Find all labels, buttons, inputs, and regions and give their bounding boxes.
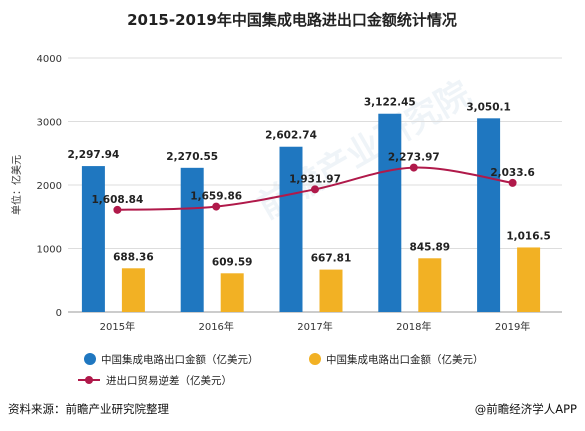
bar-export xyxy=(81,166,105,312)
bar-value-label: 3,050.1 xyxy=(466,101,511,113)
y-tick-label: 3000 xyxy=(37,118,62,129)
trade-deficit-line xyxy=(113,163,517,214)
deficit-value-label: 2,273.97 xyxy=(388,152,440,164)
legend-item-export-2: 中国集成电路出口金额（亿美元） xyxy=(309,353,484,366)
bar-value-label: 2,297.94 xyxy=(67,149,119,161)
y-tick-label: 4000 xyxy=(37,54,62,65)
bar-export xyxy=(378,113,402,312)
bar-value-label: 845.89 xyxy=(410,241,451,253)
deficit-value-label: 1,608.84 xyxy=(91,194,143,206)
x-axis-ticks: 2015年 2016年 2017年 2018年 2019年 xyxy=(100,320,531,333)
deficit-point xyxy=(508,178,517,187)
data-labels: 2,297.94 2,270.55 2,602.74 3,122.45 3,050.1 6… xyxy=(67,97,550,269)
deficit-value-label: 1,931.97 xyxy=(289,173,341,185)
y-tick-label: 1000 xyxy=(37,245,62,256)
x-tick-label: 2016年 xyxy=(198,320,233,333)
brand-credit: @前瞻经济学人APP xyxy=(475,402,577,416)
deficit-value-label: 1,659.86 xyxy=(190,191,242,203)
legend-swatch-deficit-dot xyxy=(85,376,93,384)
legend-item-deficit: 进出口贸易逆差（亿美元） xyxy=(78,374,232,387)
bar-export xyxy=(477,118,501,312)
bar-value-label: 2,602.74 xyxy=(265,130,317,142)
deficit-point xyxy=(113,205,122,214)
legend-swatch-export xyxy=(84,353,96,365)
bar-export-2 xyxy=(418,258,442,312)
x-tick-label: 2018年 xyxy=(396,320,431,333)
bar-export-2 xyxy=(220,273,244,312)
legend-item-export: 中国集成电路出口金额（亿美元） xyxy=(84,353,259,366)
legend-swatch-export-2 xyxy=(309,353,321,365)
bar-export xyxy=(180,167,204,312)
y-axis-ticks: 0 1000 2000 3000 4000 xyxy=(37,54,62,319)
deficit-value-label: 2,033.6 xyxy=(490,167,535,179)
deficit-point xyxy=(409,163,418,172)
legend-label-deficit: 进出口贸易逆差（亿美元） xyxy=(106,374,232,387)
bar-value-label: 688.36 xyxy=(113,251,154,263)
bar-value-label: 1,016.5 xyxy=(506,230,551,242)
bar-value-label: 2,270.55 xyxy=(166,151,218,163)
bar-value-label: 3,122.45 xyxy=(364,97,416,109)
bar-export-2 xyxy=(319,269,343,312)
deficit-point xyxy=(311,185,319,194)
bar-value-label: 609.59 xyxy=(212,256,253,268)
bar-export-2 xyxy=(517,247,541,312)
chart-title: 2015-2019年中国集成电路进出口金额统计情况 xyxy=(127,11,457,29)
legend-label-export: 中国集成电路出口金额（亿美元） xyxy=(101,353,259,366)
legend-label-export-2: 中国集成电路出口金额（亿美元） xyxy=(326,353,484,366)
y-axis-label: 单位：亿美元 xyxy=(10,155,23,215)
x-tick-label: 2019年 xyxy=(495,320,530,333)
legend: 中国集成电路出口金额（亿美元） 中国集成电路出口金额（亿美元） 进出口贸易逆差（… xyxy=(78,353,484,387)
bar-value-label: 667.81 xyxy=(311,253,352,265)
y-tick-label: 0 xyxy=(56,308,62,319)
x-tick-label: 2017年 xyxy=(297,320,332,333)
source-note: 资料来源：前瞻产业研究院整理 xyxy=(8,402,169,416)
x-tick-label: 2015年 xyxy=(100,320,135,333)
bar-export xyxy=(279,146,303,312)
bar-export-2 xyxy=(121,268,145,312)
deficit-point xyxy=(212,202,221,211)
y-tick-label: 2000 xyxy=(37,181,62,192)
bars xyxy=(81,113,541,312)
